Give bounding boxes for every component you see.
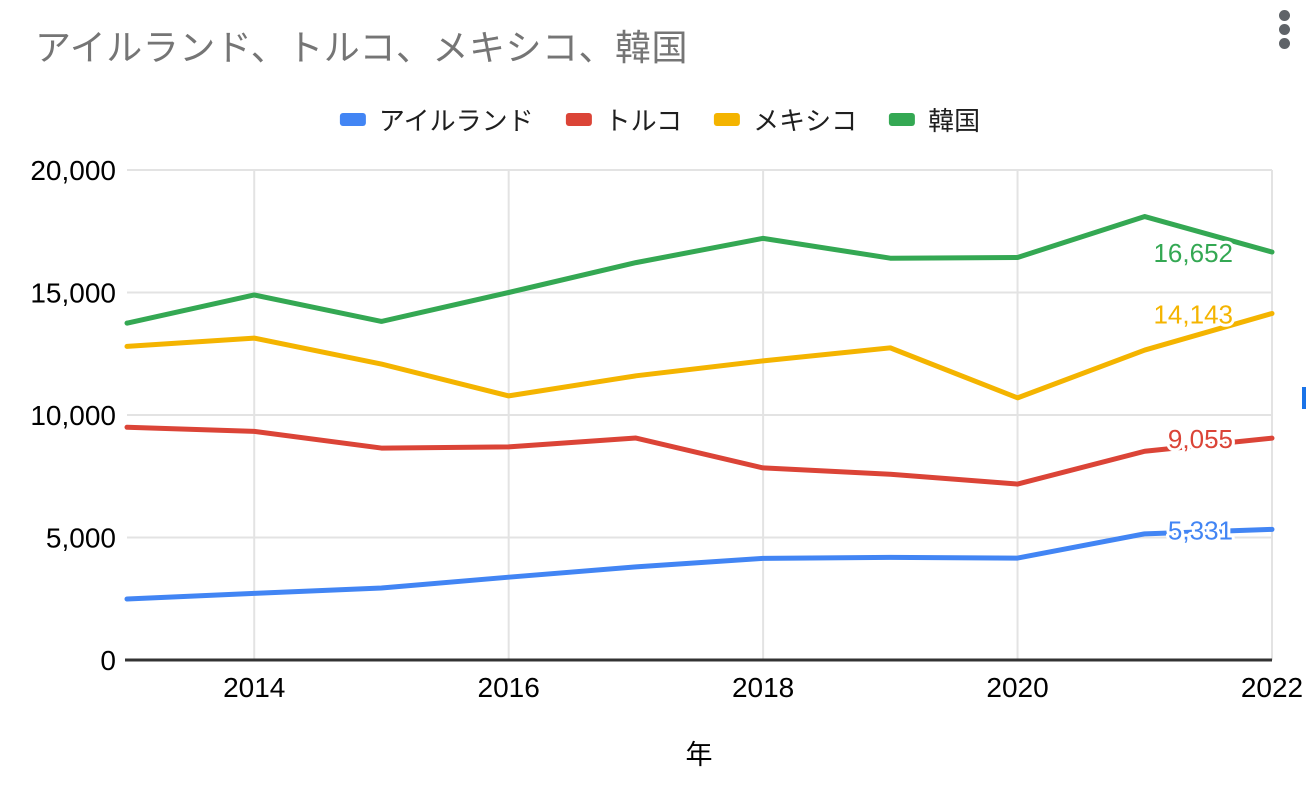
legend-item-turkey[interactable]: トルコ — [565, 101, 683, 138]
series-end-label-korea: 16,652 — [1153, 238, 1233, 268]
scrollbar-fragment[interactable] — [1302, 387, 1306, 409]
y-axis-tick-label: 20,000 — [30, 155, 116, 186]
legend-label: 韓国 — [928, 106, 981, 136]
legend-label: トルコ — [604, 106, 683, 136]
series-line-mexico[interactable] — [124, 310, 1275, 401]
x-axis-tick-label: 2018 — [732, 672, 794, 703]
legend-swatch-icon — [889, 113, 916, 126]
kebab-menu-icon — [1279, 38, 1290, 49]
x-axis-title: 年 — [685, 740, 713, 770]
x-axis-tick-label: 2016 — [478, 672, 540, 703]
series-line-korea[interactable] — [124, 214, 1275, 326]
chart-options-button[interactable] — [1273, 5, 1296, 54]
chart-legend: アイルランド トルコ メキシコ 韓国 — [339, 101, 980, 138]
kebab-menu-icon — [1279, 24, 1290, 35]
legend-label: アイルランド — [378, 106, 534, 136]
y-axis-tick-label: 15,000 — [30, 278, 116, 309]
series-line-turkey[interactable] — [124, 424, 1275, 487]
y-axis-tick-label: 5,000 — [46, 523, 116, 554]
series-end-label-ireland: 5,331 — [1168, 515, 1233, 545]
legend-item-ireland[interactable]: アイルランド — [339, 101, 534, 138]
series-line-ireland[interactable] — [124, 526, 1275, 602]
x-axis-tick-label: 2014 — [223, 672, 285, 703]
legend-item-mexico[interactable]: メキシコ — [714, 101, 857, 138]
y-axis-tick-label: 0 — [100, 645, 116, 676]
series-end-label-mexico: 14,143 — [1153, 299, 1233, 329]
legend-swatch-icon — [339, 113, 366, 126]
kebab-menu-icon — [1279, 10, 1290, 21]
series-end-label-turkey: 9,055 — [1168, 424, 1233, 454]
legend-swatch-icon — [565, 113, 592, 126]
legend-label: メキシコ — [753, 106, 858, 136]
legend-swatch-icon — [714, 113, 741, 126]
chart-title: アイルランド、トルコ、メキシコ、韓国 — [35, 27, 689, 68]
legend-item-korea[interactable]: 韓国 — [889, 101, 980, 138]
x-axis-tick-label: 2020 — [986, 672, 1048, 703]
y-axis-tick-label: 10,000 — [30, 400, 116, 431]
x-axis-tick-label: 2022 — [1241, 672, 1303, 703]
